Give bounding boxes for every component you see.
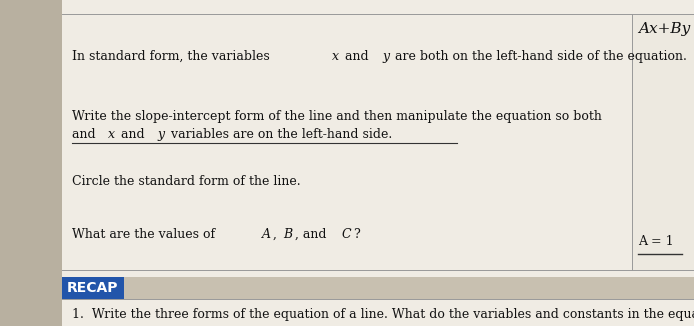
Bar xyxy=(62,299,694,326)
Bar xyxy=(62,14,632,270)
Text: Write the slope-intercept form of the line and then manipulate the equation so b: Write the slope-intercept form of the li… xyxy=(72,110,602,123)
Text: y: y xyxy=(158,128,164,141)
Text: and: and xyxy=(341,50,373,63)
Bar xyxy=(62,277,124,299)
Bar xyxy=(62,0,694,14)
Text: variables are on the left-hand side.: variables are on the left-hand side. xyxy=(167,128,392,141)
Text: Circle the standard form of the line.: Circle the standard form of the line. xyxy=(72,175,301,188)
Text: What are the values of: What are the values of xyxy=(72,228,219,241)
Text: , and: , and xyxy=(296,228,331,241)
Text: In standard form, the variables: In standard form, the variables xyxy=(72,50,273,63)
Text: x: x xyxy=(108,128,115,141)
Text: Ax+By: Ax+By xyxy=(638,22,691,36)
Text: x: x xyxy=(332,50,339,63)
Bar xyxy=(0,0,62,326)
Text: ,: , xyxy=(273,228,281,241)
Bar xyxy=(632,14,694,270)
Text: RECAP: RECAP xyxy=(67,281,119,295)
Text: B: B xyxy=(284,228,293,241)
Text: are both on the left-hand side of the equation.: are both on the left-hand side of the eq… xyxy=(391,50,687,63)
Text: A: A xyxy=(262,228,271,241)
Text: ?: ? xyxy=(354,228,360,241)
Text: C: C xyxy=(341,228,351,241)
Text: 1.  Write the three forms of the equation of a line. What do the variables and c: 1. Write the three forms of the equation… xyxy=(72,308,694,321)
Text: and: and xyxy=(117,128,149,141)
Text: A = 1: A = 1 xyxy=(638,235,674,248)
Text: and: and xyxy=(72,128,100,141)
Text: y: y xyxy=(382,50,389,63)
Bar xyxy=(62,270,694,277)
